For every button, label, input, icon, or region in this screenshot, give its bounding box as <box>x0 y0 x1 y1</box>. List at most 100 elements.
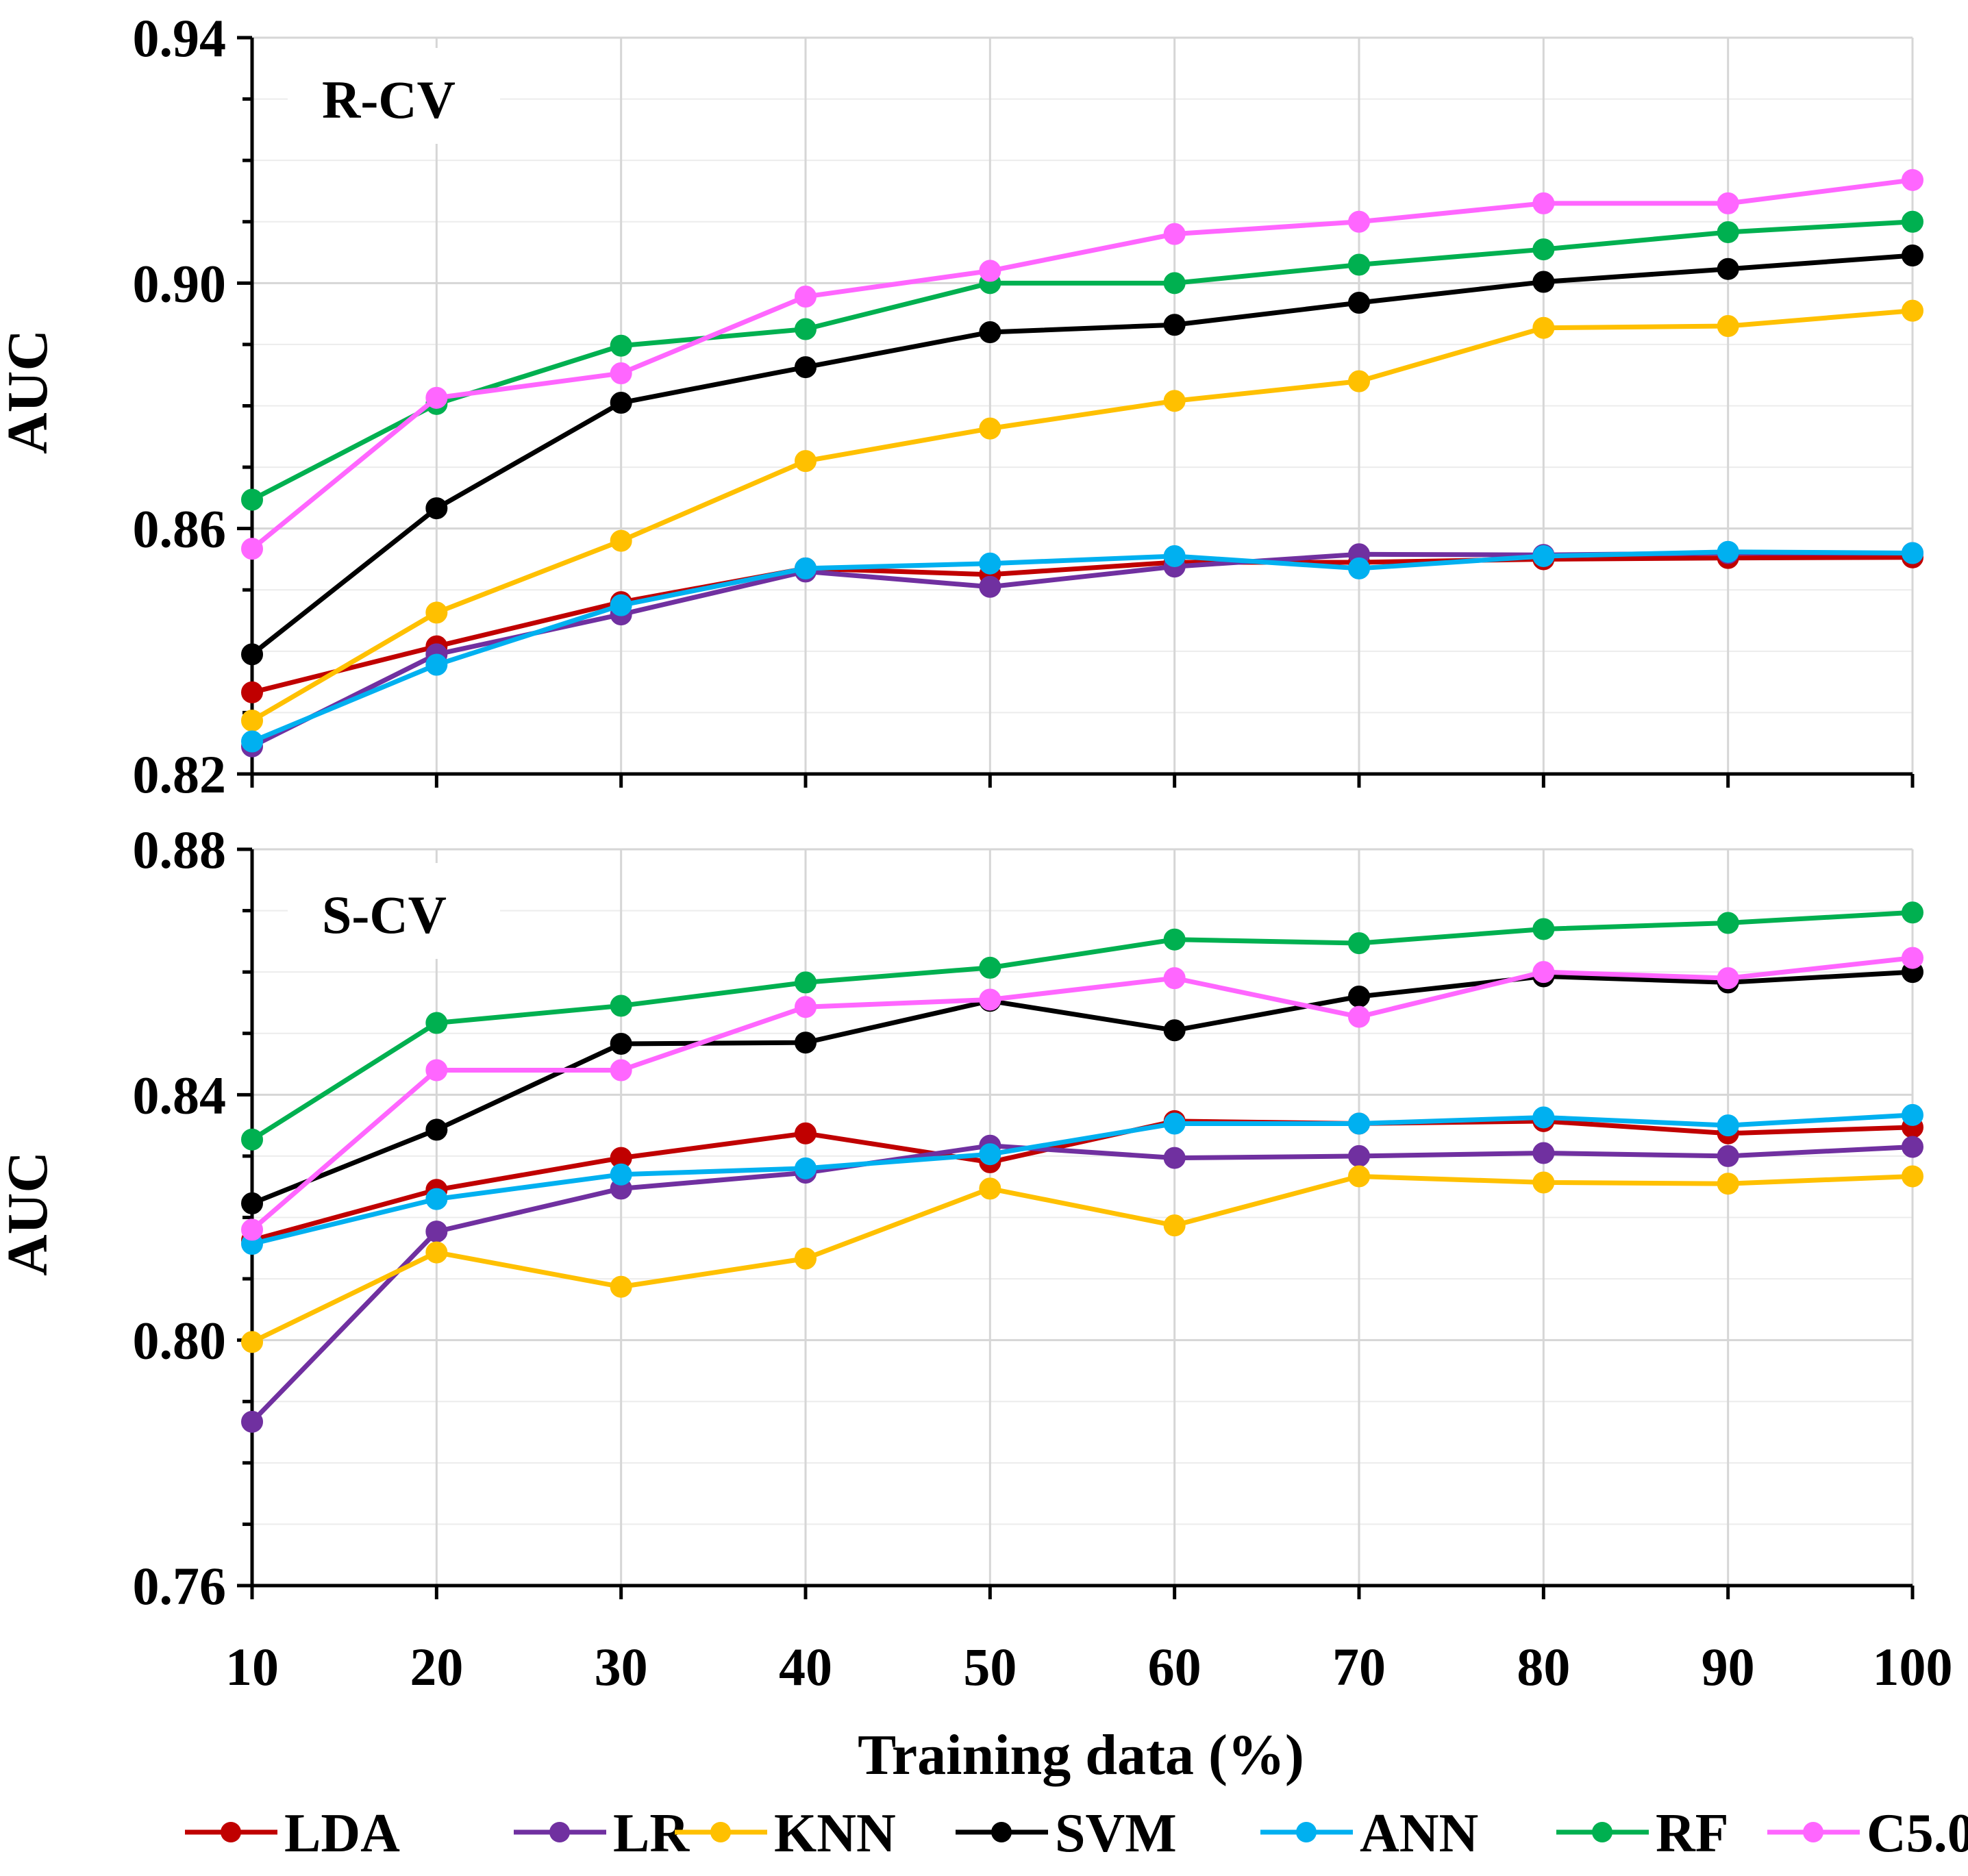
x-tick-label: 40 <box>779 1637 832 1697</box>
data-point-rf-s-cv <box>241 1128 263 1151</box>
x-tick-label: 30 <box>595 1637 648 1697</box>
data-point-c50-s-cv <box>1717 967 1739 990</box>
legend-label-lda: LDA <box>284 1803 400 1864</box>
data-point-ann-r-cv <box>1902 542 1923 564</box>
data-point-knn-r-cv <box>979 417 1001 440</box>
data-point-lr-s-cv <box>425 1221 448 1243</box>
x-tick-label: 70 <box>1332 1637 1386 1697</box>
data-point-knn-s-cv <box>979 1177 1001 1200</box>
data-point-c50-r-cv <box>795 286 817 308</box>
data-point-rf-s-cv <box>425 1012 448 1034</box>
data-point-knn-s-cv <box>795 1247 817 1270</box>
data-point-c50-s-cv <box>1163 967 1186 990</box>
data-point-ann-s-cv <box>1348 1112 1370 1135</box>
legend-label-c50: C5.0 <box>1867 1803 1968 1864</box>
data-point-lda-r-cv <box>241 681 263 703</box>
data-point-ann-r-cv <box>795 557 817 579</box>
data-point-ann-r-cv <box>1717 540 1739 563</box>
data-point-knn-r-cv <box>1348 370 1370 392</box>
legend-marker-c50 <box>1803 1822 1823 1842</box>
legend-marker-lda <box>221 1822 241 1842</box>
data-point-ann-s-cv <box>1163 1112 1186 1135</box>
grid-lines-r-cv <box>252 36 1913 714</box>
x-tick-label: 10 <box>225 1637 279 1697</box>
data-point-knn-s-cv <box>1532 1171 1555 1194</box>
series-line-lda-r-cv <box>251 555 1913 695</box>
data-point-svm-s-cv <box>1348 986 1370 1008</box>
panel-label-bg-s-cv <box>288 863 500 959</box>
data-point-rf-r-cv <box>1902 210 1923 233</box>
y-tick-label-r-cv: 0.82 <box>133 745 227 804</box>
data-point-rf-r-cv <box>1163 272 1186 295</box>
data-point-knn-r-cv <box>1902 299 1923 322</box>
legend-label-knn: KNN <box>774 1803 896 1864</box>
data-point-rf-s-cv <box>1532 918 1555 940</box>
axes-s-cv <box>237 847 1915 1599</box>
legend-marker-knn <box>710 1822 731 1842</box>
y-axis-label-s-cv: AUC <box>0 1151 60 1276</box>
data-point-knn-r-cv <box>1717 315 1739 338</box>
data-point-svm-s-cv <box>1163 1019 1186 1042</box>
data-point-lr-r-cv <box>979 575 1001 598</box>
panel-label-s-cv: S-CV <box>322 885 447 945</box>
data-point-lr-s-cv <box>1532 1142 1555 1164</box>
data-point-ann-r-cv <box>1532 545 1555 567</box>
data-point-ann-r-cv <box>241 730 263 753</box>
data-point-lda-s-cv <box>795 1122 817 1145</box>
series-line-lda-s-cv <box>251 1118 1913 1243</box>
grid-lines-s-cv <box>252 848 1913 1525</box>
data-point-rf-r-cv <box>1348 253 1370 276</box>
data-point-svm-s-cv <box>241 1192 263 1214</box>
data-point-svm-r-cv <box>241 643 263 666</box>
panel-s-cv: S-CV 0.76 0.80 0.84 0.88 AUC <box>0 820 1923 1616</box>
legend-label-svm: SVM <box>1055 1803 1177 1864</box>
data-point-c50-r-cv <box>979 260 1001 282</box>
data-point-lr-s-cv <box>1348 1145 1370 1167</box>
data-point-c50-s-cv <box>425 1059 448 1081</box>
x-tick-label: 80 <box>1517 1637 1570 1697</box>
y-tick-label-r-cv: 0.86 <box>133 499 227 559</box>
data-point-knn-r-cv <box>425 601 448 624</box>
data-point-c50-r-cv <box>1348 210 1370 233</box>
data-point-svm-s-cv <box>610 1032 632 1055</box>
x-tick-label: 100 <box>1873 1637 1953 1697</box>
x-axis-label: Training data (%) <box>858 1723 1304 1787</box>
series-line-knn-s-cv <box>251 1173 1913 1345</box>
data-point-ann-s-cv <box>1717 1114 1739 1137</box>
data-point-rf-r-cv <box>795 318 817 340</box>
legend-marker-lr <box>549 1822 570 1842</box>
series-line-c50-r-cv <box>250 177 1913 551</box>
data-point-ann-r-cv <box>1163 545 1186 567</box>
panel-label-r-cv: R-CV <box>322 70 456 129</box>
data-point-svm-s-cv <box>795 1031 817 1054</box>
legend: LDA LR KNN SVM ANN RF C5.0 <box>185 1803 1968 1864</box>
y-tick-label-s-cv: 0.76 <box>133 1556 227 1616</box>
x-tick-labels: 10 20 30 40 50 60 70 80 90 100 <box>225 1637 1953 1697</box>
data-point-ann-s-cv <box>1532 1106 1555 1129</box>
series-line-svm-s-cv <box>251 969 1913 1206</box>
axes-r-cv <box>237 36 1915 788</box>
data-point-c50-s-cv <box>1348 1005 1370 1028</box>
data-point-c50-s-cv <box>241 1218 263 1241</box>
series-line-rf-r-cv <box>251 219 1913 502</box>
series-s-cv <box>241 901 1923 1433</box>
data-point-knn-r-cv <box>795 450 817 473</box>
data-point-knn-s-cv <box>1348 1165 1370 1188</box>
data-point-c50-r-cv <box>241 538 263 560</box>
data-point-rf-r-cv <box>241 488 263 511</box>
data-point-lr-s-cv <box>1717 1145 1739 1167</box>
data-point-svm-r-cv <box>1163 314 1186 336</box>
series-line-ann-s-cv <box>251 1112 1913 1247</box>
data-point-knn-r-cv <box>1163 390 1186 412</box>
data-point-rf-r-cv <box>610 334 632 357</box>
series-line-rf-s-cv <box>251 910 1913 1142</box>
panel-label-bg-r-cv <box>288 48 500 144</box>
data-point-c50-s-cv <box>979 988 1001 1011</box>
data-point-knn-r-cv <box>610 529 632 552</box>
x-tick-label: 90 <box>1702 1637 1755 1697</box>
data-point-ann-r-cv <box>1348 557 1370 579</box>
data-point-knn-s-cv <box>610 1275 632 1298</box>
data-point-knn-s-cv <box>1717 1173 1739 1195</box>
data-point-c50-r-cv <box>1163 223 1186 245</box>
